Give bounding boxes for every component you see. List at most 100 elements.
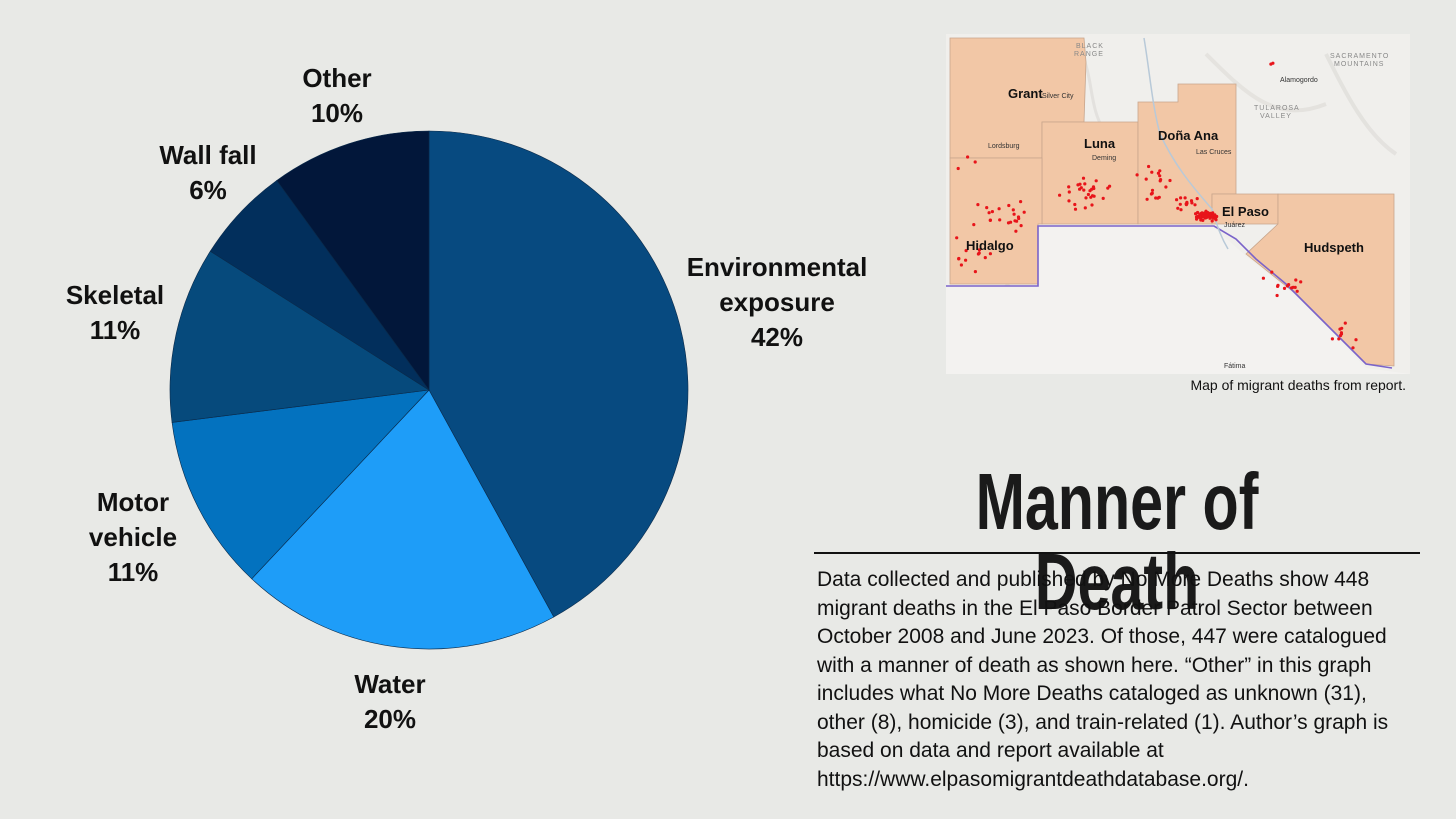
- death-dot: [1351, 346, 1355, 350]
- pie-label-environmental-exposure: Environmental exposure 42%: [687, 252, 868, 352]
- death-dot: [973, 270, 977, 274]
- death-dot: [964, 249, 968, 253]
- death-dot: [956, 166, 960, 171]
- pie-label-motor-vehicle: Motor vehicle 11%: [89, 487, 177, 587]
- death-dot: [1150, 191, 1154, 195]
- death-dot: [1195, 217, 1199, 221]
- pie-label-other: Other 10%: [302, 63, 371, 128]
- death-dot: [1145, 197, 1149, 201]
- death-dot: [1164, 185, 1168, 189]
- county-label-el-paso: El Paso: [1222, 204, 1269, 219]
- death-dot: [1084, 196, 1088, 200]
- map-graphic: Grant Luna Doña Ana Hidalgo El Paso Huds…: [946, 34, 1410, 374]
- death-dot: [1058, 193, 1062, 197]
- death-dot: [1179, 208, 1183, 212]
- terrain-label-valley: VALLEY: [1260, 113, 1292, 120]
- place-label-alamogordo: Alamogordo: [1280, 77, 1318, 84]
- death-dot: [1150, 170, 1154, 174]
- death-dot: [957, 257, 961, 261]
- county-label-hudspeth: Hudspeth: [1304, 240, 1364, 255]
- death-dot: [1205, 213, 1209, 217]
- death-dot: [997, 207, 1001, 211]
- terrain-label-black: BLACK: [1076, 43, 1104, 50]
- death-dot: [973, 160, 977, 164]
- death-dot: [1282, 286, 1287, 290]
- death-dot: [1013, 219, 1017, 223]
- county-shapes: [949, 37, 1395, 367]
- pie-slice-motor-vehicle: [171, 389, 430, 580]
- death-dot: [1108, 184, 1112, 188]
- death-dot: [1330, 337, 1334, 341]
- death-dot: [1210, 215, 1214, 219]
- death-dot: [1073, 202, 1077, 207]
- county-label-grant: Grant: [1008, 86, 1043, 101]
- place-label-silver-city: Silver City: [1042, 93, 1074, 100]
- county-label-luna: Luna: [1084, 136, 1116, 151]
- pie-slice-environmental-exposure: [428, 130, 689, 618]
- terrain-label-range: RANGE: [1074, 51, 1104, 58]
- death-dot: [972, 223, 976, 227]
- death-dot: [1094, 179, 1098, 183]
- death-dot: [1295, 289, 1299, 293]
- pie-label-wall-fall: Wall fall 6%: [159, 140, 256, 205]
- death-dot: [1016, 215, 1021, 219]
- death-dot: [1203, 214, 1207, 218]
- death-dot: [1210, 219, 1214, 223]
- pie-slice-water: [251, 389, 555, 650]
- description-text: Data collected and published by No More …: [817, 568, 1389, 791]
- place-label-lordsburg: Lordsburg: [988, 143, 1020, 150]
- death-dot: [959, 263, 963, 267]
- death-dot: [1022, 210, 1026, 214]
- death-dot: [1135, 173, 1139, 177]
- death-dot: [1144, 177, 1148, 181]
- terrain-label-mountains: MOUNTAINS: [1334, 61, 1384, 68]
- death-dot: [1019, 224, 1023, 228]
- death-dot: [1276, 283, 1280, 287]
- death-dot: [1150, 188, 1155, 192]
- death-dot: [1200, 211, 1204, 215]
- death-dot: [1339, 331, 1343, 335]
- death-dot: [1158, 174, 1162, 178]
- death-dot: [976, 203, 980, 207]
- death-dot: [1340, 326, 1344, 330]
- death-dot: [1178, 202, 1182, 206]
- death-dot: [1343, 321, 1347, 325]
- death-dot: [1203, 211, 1207, 215]
- death-dot: [1067, 199, 1071, 203]
- death-dot: [1083, 206, 1087, 210]
- death-dot: [1193, 203, 1197, 207]
- death-dot: [1299, 280, 1303, 284]
- pie-slice-other: [276, 130, 430, 391]
- death-dot: [1147, 164, 1151, 169]
- death-dot: [1196, 214, 1200, 218]
- death-dot: [987, 211, 991, 215]
- mexico-area: [946, 226, 1410, 374]
- death-dot: [1079, 186, 1083, 190]
- death-dot: [1294, 278, 1298, 282]
- death-dot: [1007, 203, 1011, 208]
- death-dot: [1083, 182, 1087, 186]
- death-dot: [1011, 208, 1015, 212]
- death-dot: [1159, 178, 1163, 182]
- death-dot: [1184, 202, 1188, 206]
- death-dot: [983, 256, 987, 260]
- death-dot: [985, 206, 989, 210]
- death-dot: [1156, 171, 1160, 175]
- county-label-hidalgo: Hidalgo: [966, 238, 1014, 253]
- death-dot: [1090, 194, 1095, 198]
- death-dot: [964, 258, 968, 262]
- death-dot: [1158, 169, 1162, 173]
- death-dot: [1275, 293, 1279, 298]
- rio-grande: [1143, 37, 1229, 250]
- death-dots: [955, 61, 1358, 350]
- border-line: [946, 225, 1393, 369]
- pie-label-skeletal: Skeletal 11%: [66, 280, 164, 345]
- death-dot: [1271, 61, 1275, 65]
- pie-label-water: Water 20%: [354, 669, 425, 734]
- death-dot: [1176, 206, 1180, 210]
- death-dot: [1337, 337, 1341, 341]
- death-dot: [977, 248, 981, 252]
- death-dot: [1290, 286, 1294, 290]
- death-dot: [1270, 270, 1274, 274]
- death-dot: [1179, 196, 1183, 200]
